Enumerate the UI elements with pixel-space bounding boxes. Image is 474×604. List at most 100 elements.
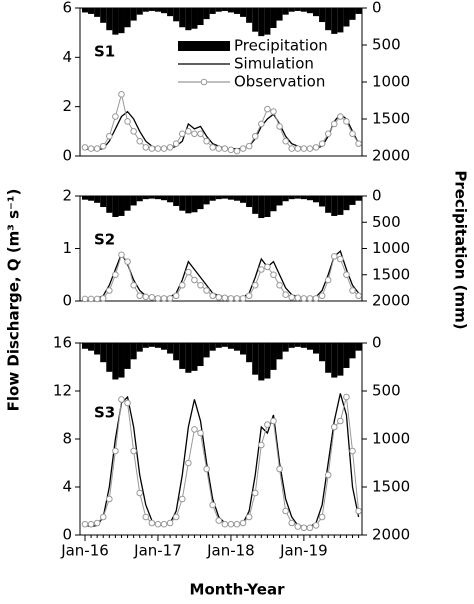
observation-marker: [118, 91, 125, 98]
precipitation-bar: [197, 8, 204, 26]
precipitation-bar: [112, 8, 119, 35]
precipitation-bar: [215, 8, 222, 12]
precipitation-bar: [233, 8, 241, 14]
observation-marker: [349, 287, 356, 294]
observation-marker: [312, 522, 320, 529]
precipitation-bar: [173, 196, 180, 206]
precipitation-bar: [124, 8, 131, 28]
y2-tick-label: 2000: [372, 147, 410, 165]
precipitation-bar: [185, 343, 192, 373]
y-tick-label: 16: [53, 334, 72, 352]
observation-marker: [300, 145, 308, 152]
precipitation-bar: [167, 196, 174, 203]
observation-marker: [142, 513, 150, 521]
observation-marker: [318, 140, 326, 147]
observation-marker: [99, 142, 107, 150]
observation-marker: [185, 268, 192, 276]
observation-marker: [203, 465, 210, 473]
observation-marker: [270, 417, 277, 425]
observation-marker: [251, 281, 259, 289]
precipitation-bar: [343, 196, 350, 211]
y2-tick-label: 500: [372, 382, 401, 400]
y2-tick-label: 1500: [372, 478, 410, 496]
observation-marker: [203, 287, 210, 294]
precipitation-bar: [246, 343, 253, 363]
precipitation-bar: [197, 343, 204, 367]
precipitation-bar: [276, 196, 283, 206]
precipitation-bar: [81, 343, 89, 349]
precipitation-bar: [215, 196, 222, 200]
y-tick-label: 6: [62, 0, 72, 17]
precipitation-bar: [161, 8, 168, 14]
precipitation-bar: [185, 196, 192, 214]
precipitation-bar: [300, 343, 307, 348]
precipitation-bar: [331, 196, 338, 216]
observation-marker: [142, 293, 150, 301]
observation-marker: [118, 396, 125, 403]
precipitation-bar: [136, 343, 143, 352]
observation-marker: [355, 292, 362, 300]
observation-marker: [221, 520, 229, 528]
precipitation-bar: [94, 8, 101, 17]
precipitation-bar: [179, 196, 186, 211]
observation-marker: [276, 465, 283, 473]
observation-marker: [215, 145, 223, 152]
y-tick-label: 0: [62, 526, 72, 544]
precipitation-bar: [227, 343, 234, 349]
observation-marker: [81, 295, 89, 303]
observation-marker: [191, 276, 198, 284]
precipitation-bar: [130, 343, 137, 360]
precipitation-bar: [148, 196, 155, 199]
precipitation-bar: [154, 343, 161, 348]
x-axis-label: Month-Year: [190, 581, 286, 599]
observation-marker: [330, 120, 338, 128]
precipitation-bar: [167, 343, 174, 354]
observation-marker: [337, 417, 344, 425]
precipitation-bar: [130, 8, 137, 21]
precipitation-bar: [106, 8, 113, 31]
observation-marker: [142, 144, 150, 151]
precipitation-bar: [209, 196, 216, 201]
observation-marker: [282, 137, 289, 145]
observation-marker: [106, 132, 113, 140]
observation-marker: [258, 120, 265, 128]
observation-marker: [172, 140, 180, 147]
y-tick-label: 4: [62, 48, 72, 66]
y-tick-label: 0: [62, 292, 72, 310]
precipitation-bar: [349, 8, 356, 20]
precipitation-bar: [337, 8, 344, 33]
precipitation-bar: [258, 8, 265, 37]
observation-marker: [245, 292, 253, 300]
precipitation-bar: [118, 343, 125, 378]
precipitation-bar: [270, 343, 277, 370]
observation-marker: [276, 123, 283, 130]
observation-marker: [270, 108, 277, 115]
observation-marker: [136, 489, 144, 497]
observation-marker: [264, 105, 271, 113]
observation-marker: [160, 295, 168, 302]
observation-marker: [106, 495, 113, 503]
precipitation-bar: [355, 343, 362, 351]
precipitation-bar: [209, 8, 216, 14]
simulation-line: [85, 250, 360, 300]
observation-marker: [197, 429, 204, 437]
precipitation-bar: [313, 343, 320, 354]
observation-marker: [154, 145, 162, 152]
legend-marker: [200, 78, 208, 86]
observation-marker: [349, 130, 356, 138]
precipitation-bar: [300, 8, 307, 12]
panel-label: S1: [94, 43, 115, 61]
observation-marker: [306, 145, 314, 152]
observation-marker: [227, 520, 235, 528]
precipitation-bar: [276, 8, 283, 21]
precipitation-bar: [136, 196, 143, 202]
precipitation-bar: [148, 343, 155, 347]
observation-marker: [258, 441, 265, 449]
observation-marker: [172, 292, 180, 300]
precipitation-bar: [294, 8, 301, 11]
x-tick-label: Jan-17: [133, 542, 182, 560]
precipitation-bar: [124, 196, 131, 211]
observation-marker: [93, 519, 101, 527]
observation-marker: [221, 145, 229, 152]
precipitation-bar: [81, 196, 89, 200]
